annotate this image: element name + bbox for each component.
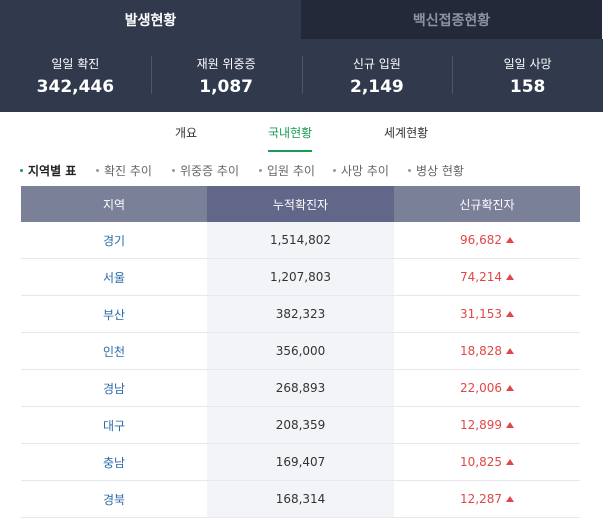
cell-region[interactable]: 서울 bbox=[102, 270, 126, 285]
table-row: 경남 268,893 22,006 bbox=[21, 370, 580, 407]
bullet-icon bbox=[96, 169, 99, 172]
stat-daily-deaths: 일일 사망 158 bbox=[452, 39, 603, 112]
table-row: 인천 356,000 18,828 bbox=[21, 333, 580, 370]
sub-tab-bar: 개요 국내현황 세계현황 bbox=[0, 112, 603, 152]
view-filter-bar: 지역별 표 확진 추이 위중증 추이 입원 추이 사망 추이 병상 현황 bbox=[0, 152, 603, 186]
table-row: 경북 168,314 12,287 bbox=[21, 481, 580, 518]
cell-new: 31,153 bbox=[394, 296, 580, 332]
table-header: 지역 누적확진자 신규확진자 bbox=[21, 186, 580, 222]
stat-value: 2,149 bbox=[349, 76, 404, 97]
cell-region[interactable]: 경남 bbox=[102, 381, 126, 396]
header-region: 지역 bbox=[21, 186, 207, 222]
tab-outbreak-status[interactable]: 발생현황 bbox=[0, 0, 301, 39]
cell-total: 1,514,802 bbox=[207, 222, 394, 258]
new-value: 10,825 bbox=[460, 455, 502, 469]
bullet-icon bbox=[172, 169, 175, 172]
stat-new-hospitalized: 신규 입원 2,149 bbox=[301, 39, 453, 112]
filter-regional-table[interactable]: 지역별 표 bbox=[20, 162, 76, 179]
stat-label: 일일 사망 bbox=[503, 56, 552, 71]
stat-label: 재원 위중증 bbox=[196, 56, 256, 71]
cell-total: 168,314 bbox=[207, 481, 394, 517]
stat-value: 342,446 bbox=[36, 76, 115, 97]
tab-overview[interactable]: 개요 bbox=[175, 126, 198, 140]
cell-region[interactable]: 대구 bbox=[102, 418, 126, 433]
triangle-up-icon bbox=[506, 496, 514, 502]
cell-region[interactable]: 경북 bbox=[102, 492, 126, 507]
filter-bed-status[interactable]: 병상 현황 bbox=[408, 162, 464, 179]
filter-label: 위중증 추이 bbox=[180, 164, 240, 178]
new-value: 12,899 bbox=[460, 418, 502, 432]
filter-label: 사망 추이 bbox=[341, 164, 389, 178]
table-row: 대구 208,359 12,899 bbox=[21, 407, 580, 444]
cell-total: 208,359 bbox=[207, 407, 394, 443]
new-value: 96,682 bbox=[460, 233, 502, 247]
cell-total: 356,000 bbox=[207, 333, 394, 369]
filter-label: 입원 추이 bbox=[267, 164, 315, 178]
cell-new: 18,828 bbox=[394, 333, 580, 369]
cell-new: 22,006 bbox=[394, 370, 580, 406]
filter-label: 확진 추이 bbox=[104, 164, 152, 178]
stat-value: 158 bbox=[509, 76, 546, 97]
filter-critical-trend[interactable]: 위중증 추이 bbox=[172, 162, 239, 179]
cell-new: 12,287 bbox=[394, 481, 580, 517]
table-body: 경기 1,514,802 96,682 서울 1,207,803 74,214 … bbox=[21, 222, 580, 518]
triangle-up-icon bbox=[506, 459, 514, 465]
triangle-up-icon bbox=[506, 422, 514, 428]
regional-table: 지역 누적확진자 신규확진자 경기 1,514,802 96,682 서울 1,… bbox=[21, 186, 580, 518]
header-total-confirmed: 누적확진자 bbox=[207, 186, 394, 222]
cell-new: 10,825 bbox=[394, 444, 580, 480]
triangle-up-icon bbox=[506, 237, 514, 243]
triangle-up-icon bbox=[506, 385, 514, 391]
new-value: 31,153 bbox=[460, 307, 502, 321]
filter-label: 병상 현황 bbox=[416, 164, 464, 178]
triangle-up-icon bbox=[506, 311, 514, 317]
bullet-icon bbox=[20, 169, 23, 172]
stat-daily-confirmed: 일일 확진 342,446 bbox=[0, 39, 151, 112]
stat-value: 1,087 bbox=[199, 76, 254, 97]
cell-total: 268,893 bbox=[207, 370, 394, 406]
top-tab-bar: 발생현황 백신접종현황 bbox=[0, 0, 603, 39]
summary-stats: 일일 확진 342,446 재원 위중증 1,087 신규 입원 2,149 일… bbox=[0, 39, 603, 112]
cell-new: 12,899 bbox=[394, 407, 580, 443]
triangle-up-icon bbox=[506, 274, 514, 280]
table-row: 서울 1,207,803 74,214 bbox=[21, 259, 580, 296]
filter-confirmed-trend[interactable]: 확진 추이 bbox=[96, 162, 152, 179]
stat-critical: 재원 위중증 1,087 bbox=[150, 39, 302, 112]
new-value: 74,214 bbox=[460, 270, 502, 284]
bullet-icon bbox=[333, 169, 336, 172]
cell-new: 74,214 bbox=[394, 259, 580, 295]
cell-total: 169,407 bbox=[207, 444, 394, 480]
triangle-up-icon bbox=[506, 348, 514, 354]
bullet-icon bbox=[259, 169, 262, 172]
tab-global[interactable]: 세계현황 bbox=[384, 126, 429, 140]
new-value: 22,006 bbox=[460, 381, 502, 395]
header-new-confirmed: 신규확진자 bbox=[394, 186, 580, 222]
filter-label: 지역별 표 bbox=[28, 164, 77, 178]
cell-total: 382,323 bbox=[207, 296, 394, 332]
table-row: 경기 1,514,802 96,682 bbox=[21, 222, 580, 259]
table-row: 부산 382,323 31,153 bbox=[21, 296, 580, 333]
cell-region[interactable]: 충남 bbox=[102, 455, 126, 470]
bullet-icon bbox=[408, 169, 411, 172]
tab-vaccination-status[interactable]: 백신접종현황 bbox=[301, 0, 602, 39]
new-value: 12,287 bbox=[460, 492, 502, 506]
table-row: 충남 169,407 10,825 bbox=[21, 444, 580, 481]
filter-deaths-trend[interactable]: 사망 추이 bbox=[333, 162, 389, 179]
cell-region[interactable]: 인천 bbox=[102, 344, 126, 359]
tab-domestic[interactable]: 국내현황 bbox=[268, 124, 313, 152]
stat-label: 신규 입원 bbox=[352, 56, 401, 71]
stat-label: 일일 확진 bbox=[51, 56, 100, 71]
filter-hospitalized-trend[interactable]: 입원 추이 bbox=[259, 162, 315, 179]
cell-new: 96,682 bbox=[394, 222, 580, 258]
new-value: 18,828 bbox=[460, 344, 502, 358]
cell-region[interactable]: 경기 bbox=[102, 233, 126, 248]
cell-total: 1,207,803 bbox=[207, 259, 394, 295]
cell-region[interactable]: 부산 bbox=[102, 307, 126, 322]
